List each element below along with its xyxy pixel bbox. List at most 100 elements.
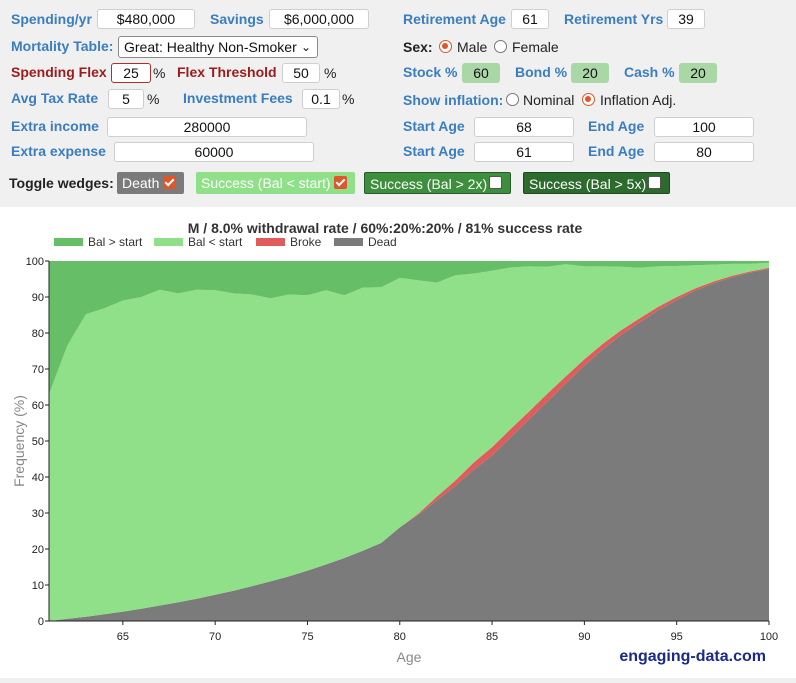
chart-legend: Bal > start Bal < start Broke Dead [54, 235, 397, 249]
tax-rate-input[interactable]: 5 [108, 89, 144, 109]
mortality-label: Mortality Table: [11, 38, 114, 54]
y-tick-label: 40 [32, 472, 44, 484]
y-axis-label: Frequency (%) [11, 395, 27, 487]
expense-end-age-label: End Age [588, 143, 645, 159]
sex-female-label: Female [512, 39, 559, 55]
flex-threshold-label: Flex Threshold [177, 64, 277, 80]
x-tick-label: 100 [760, 631, 778, 643]
savings-input[interactable]: $6,000,000 [269, 9, 369, 29]
cash-input[interactable]: 20 [679, 63, 717, 83]
stock-label: Stock % [403, 64, 458, 80]
y-tick-label: 30 [32, 508, 44, 520]
extra-expense-input[interactable]: 60000 [114, 142, 314, 162]
spending-flex-input[interactable]: 25 [111, 63, 151, 83]
y-tick-label: 90 [32, 292, 44, 304]
stock-input[interactable]: 60 [462, 63, 500, 83]
chevron-down-icon: ⌄ [300, 40, 311, 54]
toggle-wedges-label: Toggle wedges: [9, 175, 114, 191]
chart-axes: 0 10 20 30 40 50 60 70 80 90 100 65 70 75 80 85 90 95 100 [26, 256, 779, 643]
legend-swatch [54, 238, 83, 246]
retirement-yrs-label: Retirement Yrs [564, 11, 664, 27]
x-tick-label: 90 [578, 631, 590, 643]
investment-fees-input[interactable]: 0.1 [302, 89, 340, 109]
retirement-yrs-input[interactable]: 39 [667, 9, 705, 29]
y-tick-label: 70 [32, 364, 44, 376]
legend-item: Bal > start [88, 235, 143, 249]
spending-input[interactable]: $480,000 [97, 9, 195, 29]
toggle-success-5x-label: Success (Bal > 5x) [529, 176, 647, 192]
legend-item: Broke [290, 235, 322, 249]
income-start-age-label: Start Age [403, 118, 465, 134]
income-start-age-input[interactable]: 68 [474, 117, 574, 137]
tax-rate-label: Avg Tax Rate [11, 90, 99, 106]
inflation-adjusted-radio[interactable] [582, 93, 595, 106]
y-tick-label: 60 [32, 400, 44, 412]
legend-item: Bal < start [188, 235, 243, 249]
y-tick-label: 50 [32, 436, 44, 448]
series-area-broke [49, 267, 769, 621]
y-tick-label: 0 [38, 616, 44, 628]
x-tick-label: 95 [671, 631, 683, 643]
y-tick-label: 20 [32, 544, 44, 556]
inflation-nominal-radio[interactable] [506, 93, 519, 106]
investment-fees-label: Investment Fees [183, 90, 293, 106]
investment-fees-unit: % [342, 91, 355, 107]
legend-item: Dead [368, 235, 397, 249]
series-area-dead [49, 268, 769, 621]
toggle-success-below-start[interactable]: Success (Bal < start) [196, 172, 355, 194]
bond-label: Bond % [515, 64, 568, 80]
x-axis-label: Age [397, 649, 422, 665]
watermark: engaging-data.com [619, 648, 766, 665]
sex-male-label: Male [457, 39, 488, 55]
toggle-success-2x-checkbox[interactable] [489, 176, 502, 189]
toggle-death[interactable]: Death [117, 172, 184, 194]
cash-label: Cash % [624, 64, 675, 80]
savings-label: Savings [210, 11, 264, 27]
extra-income-input[interactable]: 280000 [107, 117, 307, 137]
x-tick-label: 80 [394, 631, 406, 643]
income-end-age-input[interactable]: 100 [654, 117, 754, 137]
toggle-success-below-start-checkbox[interactable] [334, 176, 347, 189]
toggle-success-5x[interactable]: Success (Bal > 5x) [523, 172, 670, 194]
toggle-success-2x[interactable]: Success (Bal > 2x) [364, 172, 511, 194]
income-end-age-label: End Age [588, 118, 645, 134]
expense-end-age-input[interactable]: 80 [654, 142, 754, 162]
expense-start-age-input[interactable]: 61 [474, 142, 574, 162]
chart-title: M / 8.0% withdrawal rate / 60%:20%:20% /… [188, 220, 583, 236]
toggle-success-2x-label: Success (Bal > 2x) [370, 176, 488, 192]
bond-input[interactable]: 20 [571, 63, 609, 83]
legend-swatch [154, 238, 183, 246]
toggle-success-5x-checkbox[interactable] [648, 176, 661, 189]
spending-flex-label: Spending Flex [11, 64, 107, 80]
toggle-success-below-start-label: Success (Bal < start) [201, 175, 331, 191]
chart-svg: M / 8.0% withdrawal rate / 60%:20%:20% /… [11, 220, 779, 665]
inflation-nominal-label: Nominal [523, 92, 575, 108]
sex-label: Sex: [403, 39, 433, 55]
y-tick-label: 10 [32, 580, 44, 592]
inflation-adjusted-label: Inflation Adj. [600, 92, 677, 108]
flex-threshold-input[interactable]: 50 [282, 63, 320, 83]
retirement-age-label: Retirement Age [403, 11, 506, 27]
y-tick-label: 80 [32, 328, 44, 340]
x-tick-label: 65 [117, 631, 129, 643]
y-tick-label: 100 [26, 256, 44, 268]
x-tick-label: 75 [301, 631, 313, 643]
toggle-death-checkbox[interactable] [163, 176, 176, 189]
mortality-select[interactable]: Great: Healthy Non-Smoker ⌄ [118, 36, 318, 58]
spending-flex-unit: % [153, 65, 166, 81]
x-tick-label: 70 [209, 631, 221, 643]
flex-threshold-unit: % [324, 65, 337, 81]
extra-income-label: Extra income [11, 118, 99, 134]
chart-panel: M / 8.0% withdrawal rate / 60%:20%:20% /… [0, 207, 796, 678]
inflation-label: Show inflation: [403, 92, 504, 108]
tax-rate-unit: % [147, 91, 160, 107]
mortality-select-value: Great: Healthy Non-Smoker [124, 39, 297, 55]
series-area-bal-start [49, 262, 769, 621]
legend-swatch [334, 238, 363, 246]
expense-start-age-label: Start Age [403, 143, 465, 159]
retirement-age-input[interactable]: 61 [511, 9, 549, 29]
sex-female-radio[interactable] [494, 40, 507, 53]
sex-male-radio[interactable] [439, 40, 452, 53]
extra-expense-label: Extra expense [11, 143, 106, 159]
series-area-bal-start [49, 261, 769, 395]
